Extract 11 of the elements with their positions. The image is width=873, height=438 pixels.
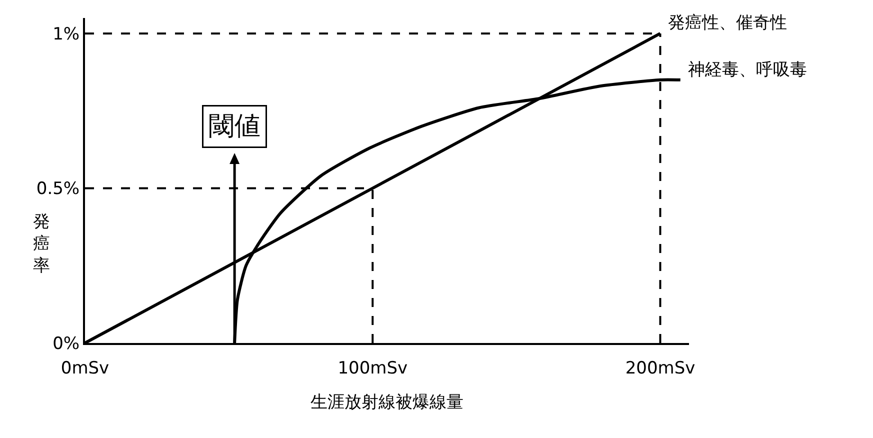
y-tick-label: 0% bbox=[52, 334, 80, 354]
x-axis-title: 生涯放射線被爆線量 bbox=[310, 392, 464, 412]
series-label: 発癌性、催奇性 bbox=[668, 13, 787, 33]
x-tick-label: 200mSv bbox=[625, 358, 696, 378]
y-tick-label: 1% bbox=[52, 24, 80, 44]
x-tick-label: 0mSv bbox=[60, 358, 110, 378]
y-tick-label: 0.5% bbox=[36, 179, 80, 200]
annotation: 閾値 bbox=[208, 112, 260, 142]
series-label: 神経毒、呼吸毒 bbox=[688, 60, 807, 80]
y-axis-title: 発癌率 bbox=[33, 212, 50, 276]
x-tick-label: 100mSv bbox=[338, 358, 408, 378]
